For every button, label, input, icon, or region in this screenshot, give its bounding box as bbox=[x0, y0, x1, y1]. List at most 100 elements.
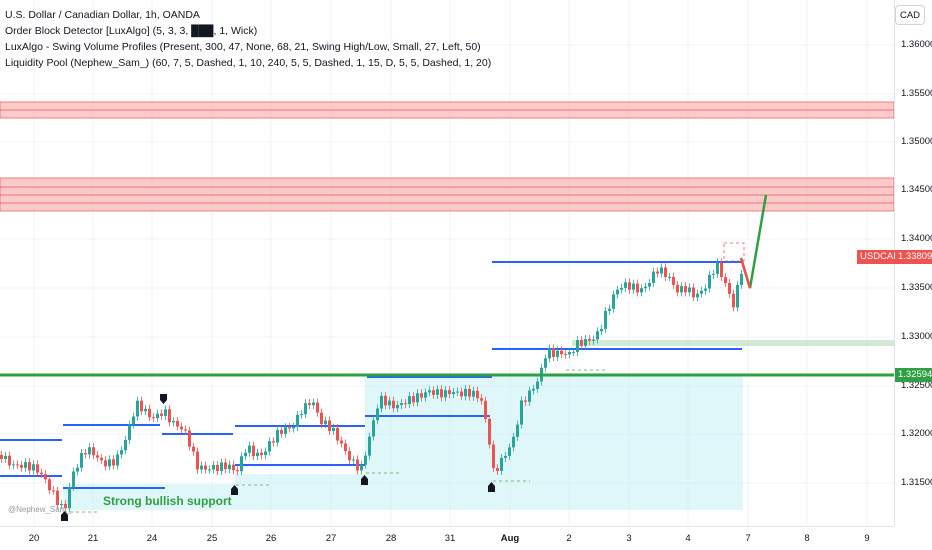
candle-body bbox=[736, 284, 739, 308]
indicator-liquidity-pool[interactable]: Liquidity Pool (Nephew_Sam_) (60, 7, 5, … bbox=[5, 57, 492, 69]
candle-body bbox=[652, 271, 655, 283]
candle-body bbox=[432, 390, 435, 395]
candle-body bbox=[608, 308, 611, 311]
candle-body bbox=[272, 441, 275, 443]
candle-body bbox=[612, 294, 615, 309]
candle-body bbox=[216, 465, 219, 472]
candle-body bbox=[48, 479, 51, 491]
candle-body bbox=[680, 286, 683, 293]
candle-body bbox=[40, 472, 43, 475]
candle-body bbox=[596, 331, 599, 340]
candle-body bbox=[556, 350, 559, 357]
price-tick: 1.35500 bbox=[901, 88, 932, 99]
candle-body bbox=[20, 464, 23, 468]
candle-body bbox=[532, 388, 535, 391]
candle-body bbox=[224, 462, 227, 470]
liquidity-box bbox=[723, 242, 745, 262]
candle-body bbox=[264, 451, 267, 456]
price-tick: 1.34500 bbox=[901, 184, 932, 195]
candle-body bbox=[504, 455, 507, 458]
candle-body bbox=[372, 420, 375, 437]
candle-body bbox=[188, 430, 191, 447]
candle-body bbox=[296, 414, 299, 428]
candle-body bbox=[344, 443, 347, 452]
candle-body bbox=[280, 430, 283, 434]
candle-body bbox=[56, 490, 59, 506]
candle-body bbox=[408, 396, 411, 404]
candle-body bbox=[604, 310, 607, 329]
level-price-tag: 1.32594 bbox=[895, 368, 932, 382]
candle-body bbox=[636, 283, 639, 293]
candle-body bbox=[428, 390, 431, 393]
time-label: 2 bbox=[566, 533, 572, 544]
candle-body bbox=[64, 503, 67, 509]
candle-body bbox=[452, 391, 455, 395]
symbol-title[interactable]: U.S. Dollar / Canadian Dollar, 1h, OANDA bbox=[5, 9, 200, 21]
candle-body bbox=[340, 440, 343, 444]
chart-area[interactable]: U.S. Dollar / Canadian Dollar, 1h, OANDA… bbox=[0, 0, 895, 526]
candle-body bbox=[648, 282, 651, 287]
candle-body bbox=[260, 452, 263, 456]
time-label: 3 bbox=[626, 533, 632, 544]
candle-body bbox=[516, 424, 519, 437]
time-label: Aug bbox=[500, 533, 520, 544]
indicator-swing-volume[interactable]: LuxAlgo - Swing Volume Profiles (Present… bbox=[5, 41, 481, 53]
candle-body bbox=[348, 451, 351, 461]
candle-body bbox=[268, 441, 271, 452]
swing-low-marker bbox=[61, 511, 68, 521]
candle-body bbox=[176, 421, 179, 427]
candle-body bbox=[696, 293, 699, 298]
price-tick: 1.33500 bbox=[901, 282, 932, 293]
candle-body bbox=[364, 455, 367, 465]
currency-button[interactable]: CAD bbox=[895, 5, 925, 25]
projection-drop bbox=[739, 257, 752, 289]
candle-body bbox=[256, 452, 259, 457]
candle-body bbox=[116, 454, 119, 466]
candle-body bbox=[544, 358, 547, 368]
candle-body bbox=[384, 395, 387, 406]
indicator-order-block[interactable]: Order Block Detector [LuxAlgo] (5, 3, 3,… bbox=[5, 25, 258, 37]
candle-body bbox=[468, 388, 471, 397]
candle-body bbox=[360, 464, 363, 471]
candle-body bbox=[52, 490, 55, 492]
candle-body bbox=[416, 393, 419, 403]
price-tick: 1.35000 bbox=[901, 136, 932, 147]
candle-body bbox=[32, 464, 35, 471]
swing-lines bbox=[0, 261, 742, 489]
price-chart[interactable] bbox=[0, 0, 895, 526]
supply-zone-lower bbox=[0, 177, 895, 212]
candle-body bbox=[552, 348, 555, 357]
candle-body bbox=[628, 282, 631, 290]
time-label: 4 bbox=[685, 533, 691, 544]
candle-body bbox=[184, 429, 187, 431]
swing-markers bbox=[61, 394, 495, 521]
time-label: 28 bbox=[385, 533, 397, 544]
candle-body bbox=[584, 339, 587, 346]
candle-body bbox=[528, 390, 531, 402]
candle-body bbox=[36, 464, 39, 473]
candle-body bbox=[588, 339, 591, 341]
candle-body bbox=[448, 390, 451, 395]
candle-body bbox=[412, 396, 415, 403]
candle-body bbox=[288, 427, 291, 429]
candle-body bbox=[592, 339, 595, 341]
price-tick: 1.36000 bbox=[901, 39, 932, 50]
candle-body bbox=[160, 413, 163, 416]
price-tick: 1.31500 bbox=[901, 477, 932, 488]
candle-body bbox=[548, 348, 551, 359]
swing-low-marker bbox=[488, 482, 495, 492]
candle-body bbox=[308, 403, 311, 406]
candle-body bbox=[488, 418, 491, 445]
candle-body bbox=[248, 445, 251, 453]
candle-body bbox=[328, 420, 331, 431]
swing-low-marker bbox=[231, 485, 238, 495]
candle-body bbox=[96, 455, 99, 458]
author-watermark: @Nephew_Sam_ bbox=[8, 505, 71, 514]
candle-body bbox=[512, 436, 515, 448]
candle-body bbox=[156, 413, 159, 419]
price-tick: 1.32000 bbox=[901, 428, 932, 439]
time-axis[interactable]: 20 21 24 25 26 27 28 31 Aug 2 3 4 7 8 9 bbox=[0, 526, 894, 550]
candle-body bbox=[560, 350, 563, 355]
candle-body bbox=[44, 474, 47, 480]
time-label: 21 bbox=[87, 533, 99, 544]
